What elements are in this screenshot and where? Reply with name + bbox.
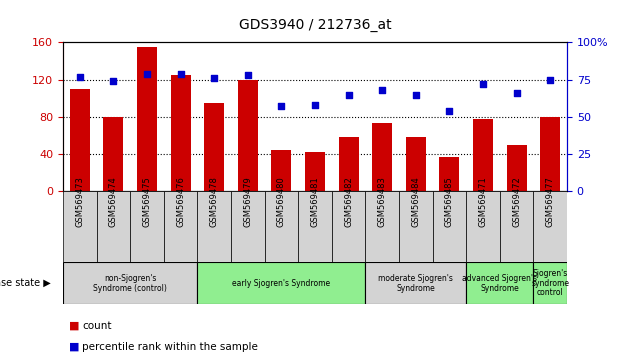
Bar — [298, 191, 332, 262]
Point — [411, 92, 421, 97]
Text: GSM569476: GSM569476 — [176, 176, 185, 227]
Text: GSM569484: GSM569484 — [411, 176, 420, 227]
Point — [108, 78, 118, 84]
Text: GSM569479: GSM569479 — [243, 176, 252, 227]
Bar — [63, 191, 96, 262]
Bar — [103, 117, 123, 191]
Bar — [197, 191, 231, 262]
Bar — [272, 150, 292, 191]
Text: count: count — [82, 321, 112, 331]
Point — [444, 108, 454, 114]
Text: GSM569481: GSM569481 — [311, 176, 319, 227]
Point — [176, 71, 186, 76]
Bar — [365, 262, 466, 304]
Text: non-Sjogren's
Syndrome (control): non-Sjogren's Syndrome (control) — [93, 274, 167, 292]
Bar — [500, 191, 534, 262]
Bar — [540, 117, 560, 191]
Bar — [406, 137, 426, 191]
Bar — [137, 47, 157, 191]
Bar — [365, 191, 399, 262]
Bar — [534, 191, 567, 262]
Bar — [70, 89, 90, 191]
Bar — [238, 80, 258, 191]
Point — [142, 71, 152, 76]
Text: GSM569471: GSM569471 — [479, 176, 488, 227]
Bar — [466, 191, 500, 262]
Point — [478, 81, 488, 87]
Bar — [204, 103, 224, 191]
Bar — [96, 191, 130, 262]
Bar — [305, 152, 325, 191]
Bar — [231, 191, 265, 262]
Bar — [197, 262, 365, 304]
Point — [75, 74, 85, 80]
Text: GSM569475: GSM569475 — [142, 176, 151, 227]
Text: ■: ■ — [69, 342, 80, 352]
Point — [243, 72, 253, 78]
Point — [310, 102, 320, 108]
Text: moderate Sjogren's
Syndrome: moderate Sjogren's Syndrome — [379, 274, 453, 292]
Bar — [164, 191, 197, 262]
Text: percentile rank within the sample: percentile rank within the sample — [82, 342, 258, 352]
Bar — [534, 262, 567, 304]
Text: early Sjogren's Syndrome: early Sjogren's Syndrome — [232, 279, 331, 288]
Bar — [473, 119, 493, 191]
Point — [209, 75, 219, 81]
Bar — [399, 191, 433, 262]
Text: GDS3940 / 212736_at: GDS3940 / 212736_at — [239, 18, 391, 32]
Text: disease state ▶: disease state ▶ — [0, 278, 50, 288]
Bar — [433, 191, 466, 262]
Bar — [439, 157, 459, 191]
Point — [545, 77, 555, 82]
Text: GSM569478: GSM569478 — [210, 176, 219, 227]
Text: Sjogren's
syndrome
control: Sjogren's syndrome control — [531, 269, 569, 297]
Point — [512, 90, 522, 96]
Bar — [130, 191, 164, 262]
Bar — [171, 75, 191, 191]
Text: GSM569474: GSM569474 — [109, 176, 118, 227]
Text: GSM569477: GSM569477 — [546, 176, 554, 227]
Text: GSM569485: GSM569485 — [445, 176, 454, 227]
Bar — [507, 145, 527, 191]
Point — [377, 87, 387, 93]
Bar — [466, 262, 534, 304]
Bar — [332, 191, 365, 262]
Bar — [338, 137, 358, 191]
Text: advanced Sjogren's
Syndrome: advanced Sjogren's Syndrome — [462, 274, 537, 292]
Point — [277, 104, 287, 109]
Text: GSM569473: GSM569473 — [76, 176, 84, 227]
Text: GSM569483: GSM569483 — [378, 176, 387, 227]
Text: ■: ■ — [69, 321, 80, 331]
Point — [343, 92, 353, 97]
Bar — [265, 191, 298, 262]
Text: GSM569472: GSM569472 — [512, 176, 521, 227]
Bar — [63, 262, 197, 304]
Text: GSM569480: GSM569480 — [277, 176, 286, 227]
Text: GSM569482: GSM569482 — [344, 176, 353, 227]
Bar — [372, 123, 392, 191]
